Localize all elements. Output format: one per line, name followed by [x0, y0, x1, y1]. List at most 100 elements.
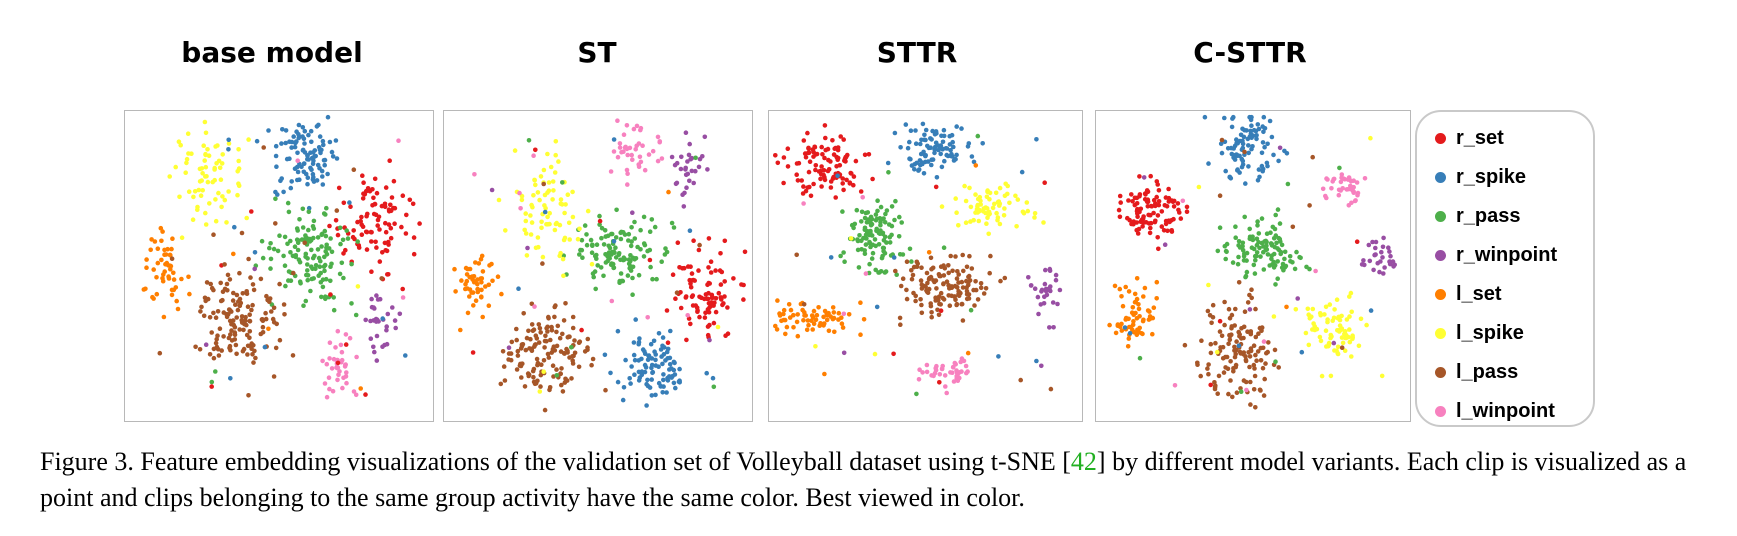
point-r-spike: [300, 147, 306, 153]
point-l-spike: [200, 188, 205, 193]
point-r-set: [388, 202, 393, 208]
point-r-set: [1155, 213, 1161, 218]
point-r-pass: [875, 198, 880, 203]
point-l-set: [816, 305, 821, 310]
point-l-pass: [570, 354, 575, 359]
point-r-pass: [268, 266, 273, 271]
citation-link[interactable]: 42: [1070, 447, 1097, 476]
point-l-pass: [213, 340, 219, 346]
point-l-pass: [1226, 341, 1231, 347]
point-r-pass: [1217, 225, 1223, 230]
point-r-spike: [925, 159, 931, 164]
point-l-set: [1131, 319, 1136, 324]
outlier-point: [532, 304, 537, 309]
point-r-spike: [660, 361, 665, 367]
point-r-pass: [288, 238, 293, 244]
point-l-pass: [236, 299, 241, 304]
point-r-pass: [1278, 251, 1283, 257]
point-l-pass: [973, 279, 978, 284]
outlier-point: [841, 350, 847, 356]
point-l-spike: [1319, 373, 1325, 379]
legend-dot: [1435, 132, 1446, 144]
scatter-plot-st: [452, 118, 748, 413]
point-l-pass: [959, 301, 964, 307]
point-r-winpoint: [1366, 242, 1372, 248]
point-l-set: [858, 332, 863, 337]
point-l-pass: [1253, 306, 1258, 312]
point-r-pass: [870, 250, 876, 256]
point-l-spike: [539, 219, 544, 225]
point-r-set: [1155, 182, 1160, 187]
point-l-spike: [994, 210, 999, 216]
point-r-spike: [636, 340, 642, 345]
point-r-spike: [297, 177, 302, 182]
outlier-point: [897, 315, 903, 321]
point-r-pass: [295, 228, 300, 233]
point-l-set: [473, 298, 479, 303]
point-r-set: [1118, 200, 1123, 205]
point-r-pass: [595, 263, 600, 268]
point-l-winpoint: [327, 356, 332, 361]
point-l-pass: [1228, 378, 1233, 383]
scatter-panel-c-sttr: [1095, 110, 1411, 422]
point-l-pass: [953, 254, 958, 259]
point-r-pass: [322, 268, 327, 274]
point-l-spike: [523, 218, 529, 224]
point-l-spike: [550, 179, 556, 184]
point-l-winpoint: [931, 373, 936, 379]
point-l-winpoint: [354, 354, 359, 360]
point-l-pass: [1253, 352, 1258, 358]
outlier-point: [169, 256, 175, 261]
point-r-winpoint: [368, 336, 374, 341]
point-r-pass: [1244, 269, 1250, 275]
point-l-set: [777, 313, 783, 318]
point-l-pass: [928, 303, 934, 309]
point-r-winpoint: [1359, 262, 1365, 267]
point-l-winpoint: [964, 370, 969, 376]
point-l-spike: [1347, 314, 1352, 319]
point-l-spike: [556, 159, 561, 164]
point-r-pass: [577, 252, 582, 257]
point-l-set: [483, 284, 488, 289]
point-r-pass: [588, 237, 594, 243]
legend-label: r_pass: [1456, 204, 1521, 227]
point-r-spike: [294, 164, 300, 170]
point-l-pass: [522, 384, 528, 389]
point-l-pass: [936, 272, 942, 277]
point-r-spike: [636, 358, 641, 363]
point-l-spike: [196, 187, 202, 193]
outlier-point: [1368, 308, 1374, 313]
point-r-set: [821, 168, 827, 173]
point-r-spike: [627, 376, 632, 381]
outlier-point: [1284, 304, 1289, 310]
point-l-spike: [939, 204, 945, 209]
point-r-pass: [337, 225, 343, 231]
point-r-pass: [303, 298, 309, 304]
outlier-point: [541, 181, 546, 187]
point-l-pass: [559, 366, 564, 371]
point-r-set: [708, 259, 714, 264]
point-r-pass: [1282, 256, 1287, 262]
point-l-pass: [966, 292, 972, 297]
point-r-pass: [305, 268, 310, 273]
outlier-point: [249, 209, 254, 214]
point-r-pass: [887, 234, 893, 240]
point-l-set: [173, 285, 179, 290]
point-r-pass: [306, 209, 312, 215]
point-r-spike: [1269, 134, 1275, 140]
point-l-set: [791, 312, 796, 318]
outlier-point: [569, 345, 574, 350]
point-l-pass: [950, 268, 955, 274]
cluster-l-set: [452, 253, 504, 333]
point-r-set: [360, 196, 366, 201]
point-l-pass: [529, 348, 535, 353]
point-l-set: [475, 286, 480, 292]
point-l-pass: [241, 327, 246, 333]
point-l-winpoint: [1351, 178, 1356, 183]
point-l-pass: [998, 278, 1003, 284]
point-l-pass: [1225, 366, 1231, 372]
point-l-set: [171, 277, 177, 282]
point-l-winpoint: [934, 363, 939, 369]
point-r-pass: [859, 238, 864, 244]
point-r-spike: [302, 128, 308, 134]
